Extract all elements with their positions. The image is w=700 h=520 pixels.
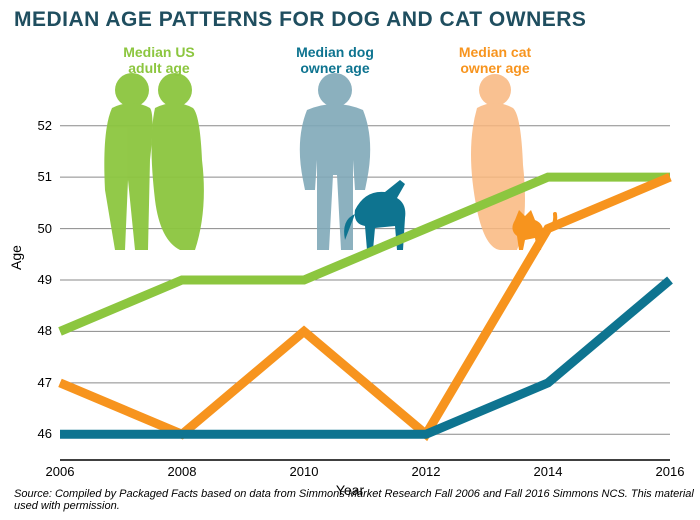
x-tick: 2014 xyxy=(518,464,578,479)
y-tick: 52 xyxy=(12,118,52,133)
source-footer: Source: Compiled by Packaged Facts based… xyxy=(14,488,700,512)
y-tick: 49 xyxy=(12,272,52,287)
series-dog_owner xyxy=(60,280,670,434)
y-tick: 51 xyxy=(12,169,52,184)
y-tick: 50 xyxy=(12,221,52,236)
y-tick: 46 xyxy=(12,426,52,441)
x-tick: 2012 xyxy=(396,464,456,479)
line-chart xyxy=(0,0,700,520)
x-tick: 2006 xyxy=(30,464,90,479)
y-tick: 48 xyxy=(12,323,52,338)
x-tick: 2016 xyxy=(640,464,700,479)
x-tick: 2010 xyxy=(274,464,334,479)
x-tick: 2008 xyxy=(152,464,212,479)
y-tick: 47 xyxy=(12,375,52,390)
